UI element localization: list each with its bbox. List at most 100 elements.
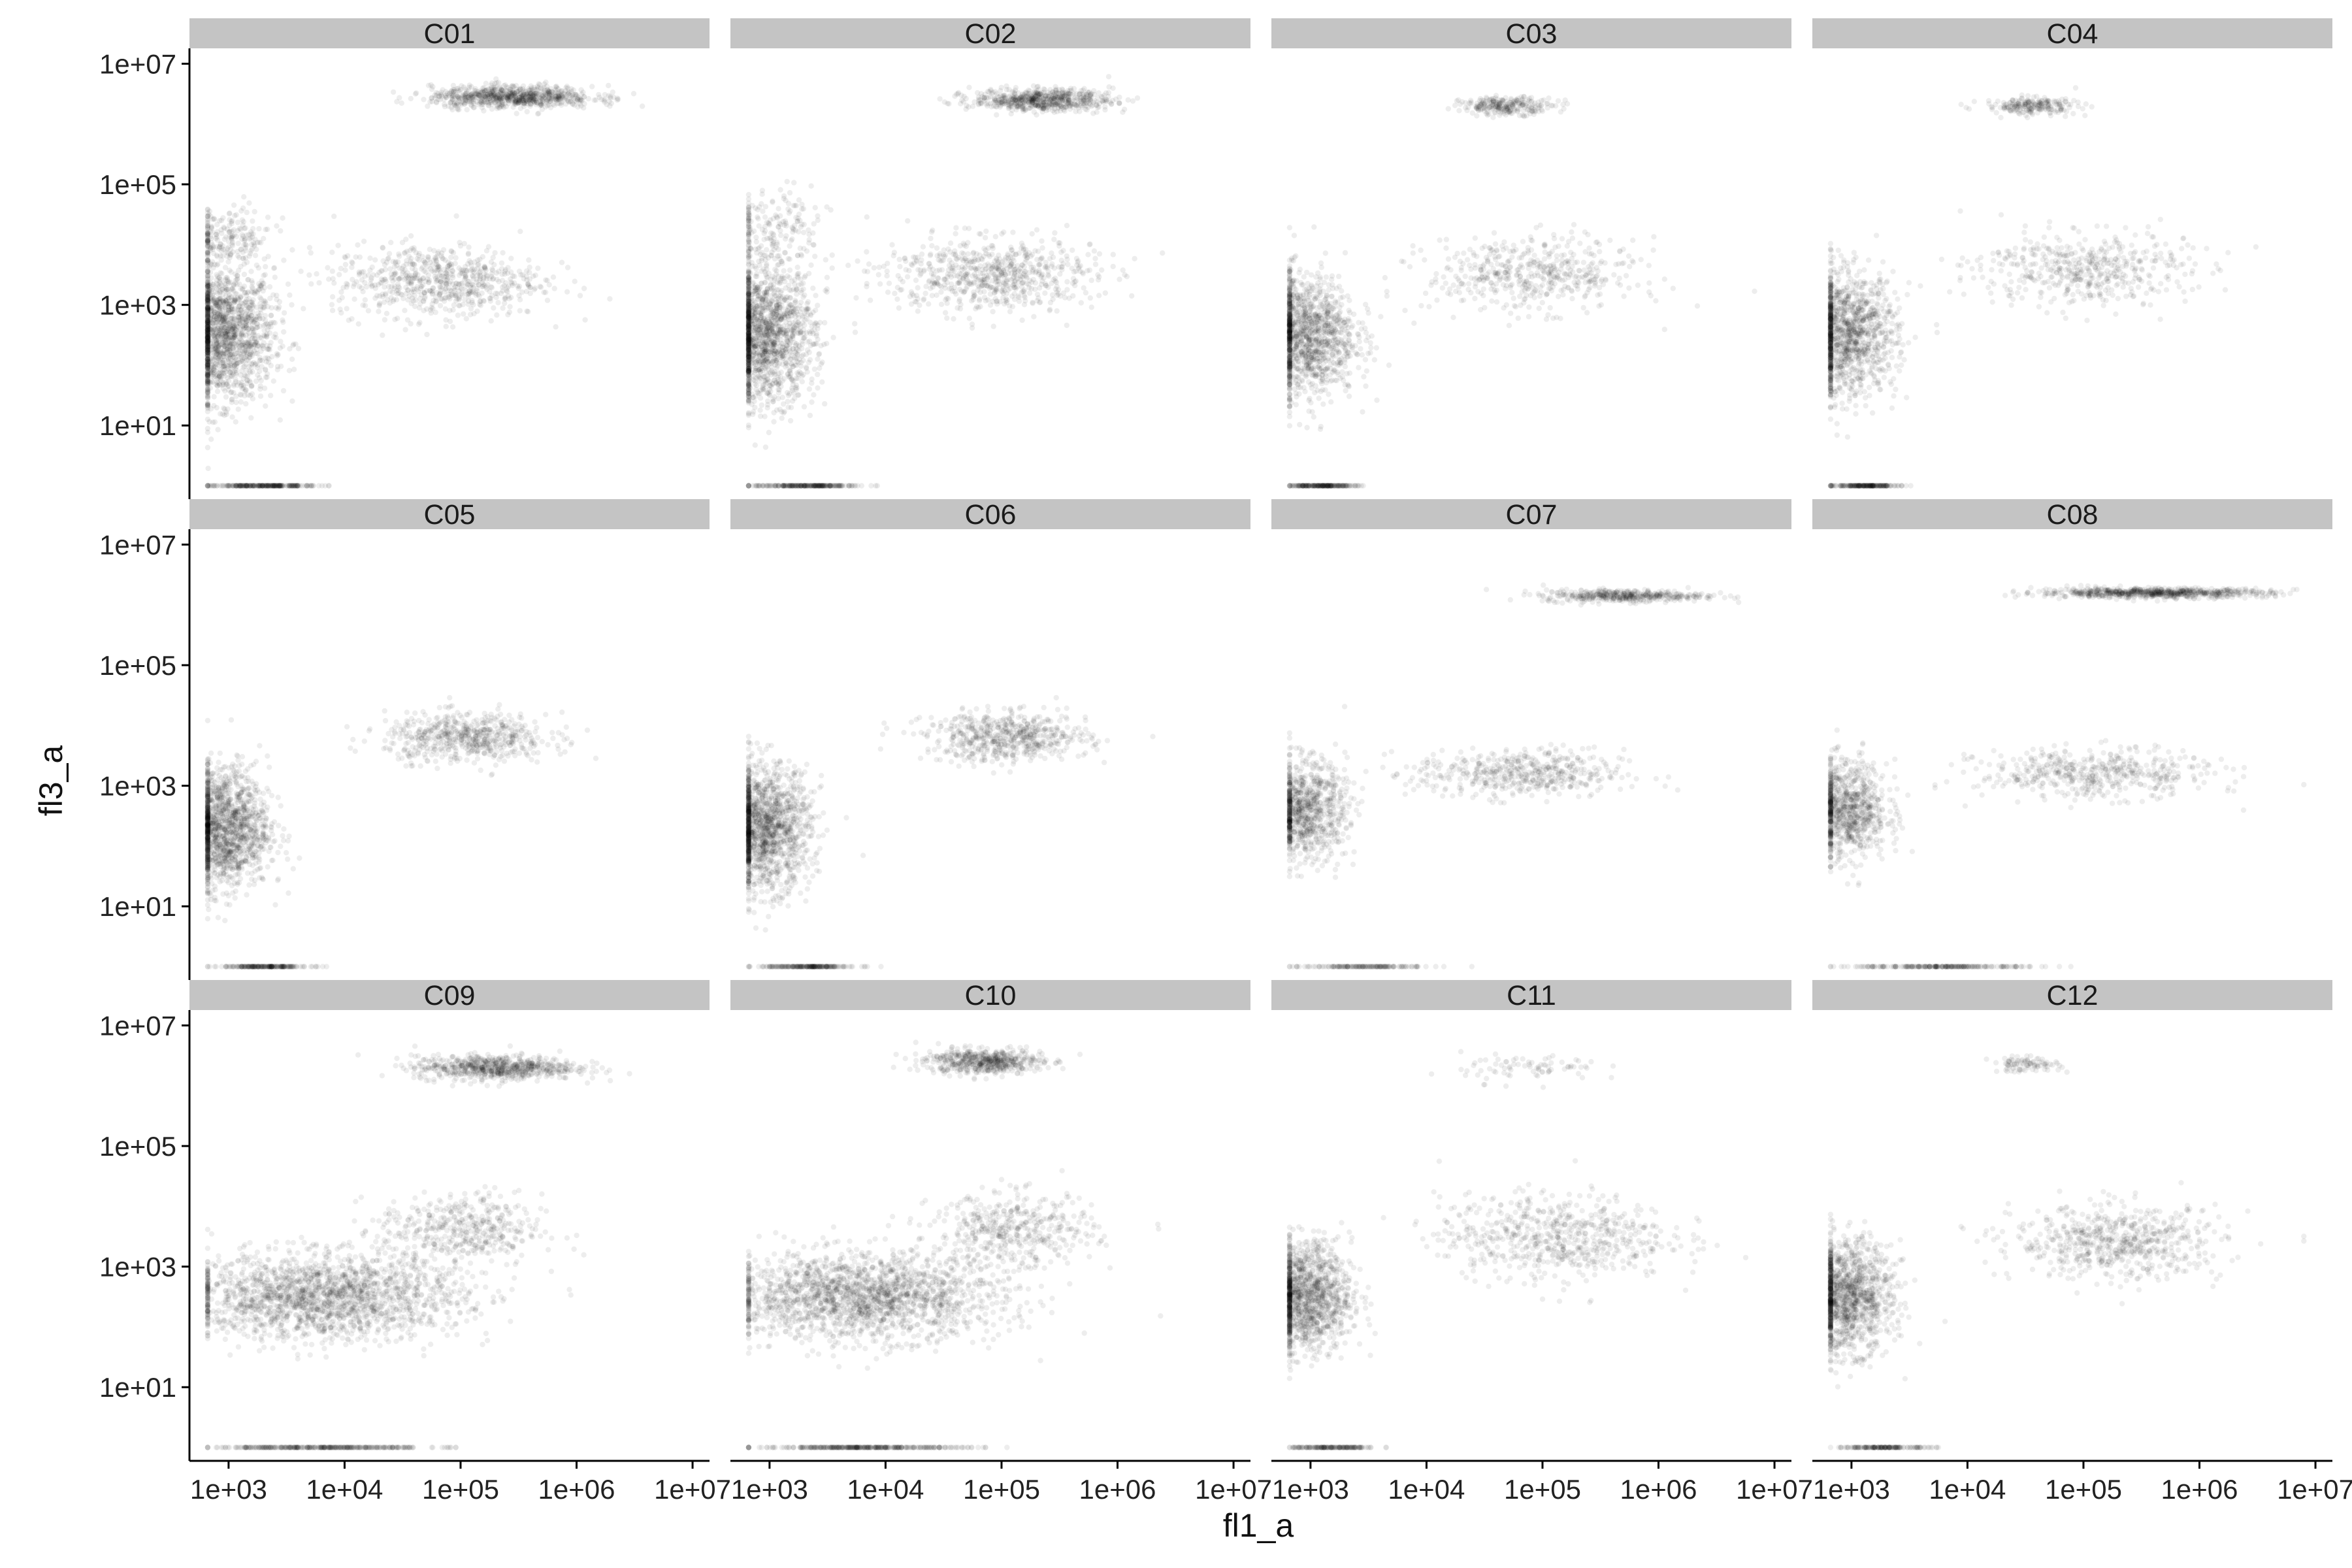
data-point (226, 483, 233, 489)
data-point (796, 270, 802, 276)
data-point (456, 102, 462, 108)
data-point (361, 238, 367, 244)
data-point (248, 415, 254, 421)
data-point (499, 284, 506, 290)
data-point (572, 278, 578, 284)
data-point (508, 255, 514, 261)
data-point (250, 344, 256, 350)
data-point (216, 373, 222, 379)
data-point (385, 256, 391, 262)
data-point (238, 359, 244, 365)
data-point (204, 333, 211, 339)
data-point (204, 322, 211, 329)
data-point (353, 279, 359, 285)
data-point (240, 286, 246, 291)
data-point (204, 305, 211, 311)
data-point (365, 308, 372, 314)
data-point (213, 368, 219, 374)
data-point (225, 314, 231, 319)
data-point (250, 360, 257, 366)
data-point (252, 252, 259, 259)
data-point (502, 296, 508, 302)
data-point (466, 244, 472, 250)
data-point (314, 271, 319, 277)
data-point (461, 311, 466, 317)
data-point (459, 269, 465, 274)
data-point (223, 368, 229, 374)
data-point (376, 302, 382, 308)
data-point (449, 249, 455, 255)
data-point (465, 301, 471, 307)
data-point (281, 257, 287, 263)
data-point (247, 351, 253, 357)
data-point (419, 264, 426, 270)
data-point (240, 255, 246, 261)
data-point (329, 308, 336, 314)
data-point (249, 391, 255, 397)
data-point (483, 248, 490, 253)
data-point (449, 272, 456, 278)
data-point (789, 333, 795, 339)
facet-strip (189, 18, 710, 48)
data-point (204, 290, 211, 296)
data-point (204, 354, 211, 361)
data-point (223, 312, 229, 318)
data-point (240, 326, 247, 332)
data-point (233, 376, 238, 383)
data-point (257, 316, 263, 321)
data-point (356, 269, 362, 275)
data-point (382, 317, 388, 323)
data-point (453, 280, 460, 286)
data-point (217, 351, 223, 357)
data-point (276, 304, 282, 310)
data-point (204, 297, 211, 302)
data-point (399, 100, 404, 106)
data-point (456, 297, 462, 302)
data-point (500, 305, 506, 311)
data-point (215, 336, 221, 342)
data-point (204, 311, 211, 317)
data-point (231, 333, 237, 338)
data-point (240, 342, 247, 349)
data-point (204, 357, 211, 363)
data-point (463, 316, 469, 321)
data-point (263, 264, 269, 270)
data-point (223, 277, 229, 283)
data-point (377, 293, 383, 299)
data-point (243, 340, 249, 346)
data-point (768, 297, 775, 303)
data-point (217, 348, 223, 354)
data-point (219, 270, 225, 276)
data-point (258, 304, 264, 310)
data-point (226, 211, 233, 217)
data-point (852, 321, 858, 327)
data-point (257, 295, 263, 301)
data-point (218, 295, 223, 301)
data-point (471, 310, 477, 317)
data-point (208, 373, 215, 379)
data-point (230, 297, 236, 303)
data-point (822, 400, 828, 407)
data-point (287, 346, 293, 352)
data-point (204, 306, 211, 312)
data-point (787, 417, 794, 424)
data-point (393, 260, 399, 266)
data-point (225, 259, 231, 265)
data-point (278, 228, 284, 234)
data-point (534, 111, 541, 117)
data-point (229, 219, 235, 225)
data-point (455, 312, 461, 318)
data-point (578, 96, 583, 103)
data-point (248, 312, 254, 319)
data-point (489, 274, 495, 280)
data-point (257, 355, 263, 361)
data-point (388, 240, 394, 246)
data-point (517, 308, 523, 314)
data-point (204, 319, 211, 325)
data-point (240, 219, 247, 225)
data-point (213, 346, 219, 352)
data-point (236, 310, 242, 317)
data-point (217, 284, 223, 289)
data-point (223, 275, 229, 281)
data-point (214, 383, 221, 389)
